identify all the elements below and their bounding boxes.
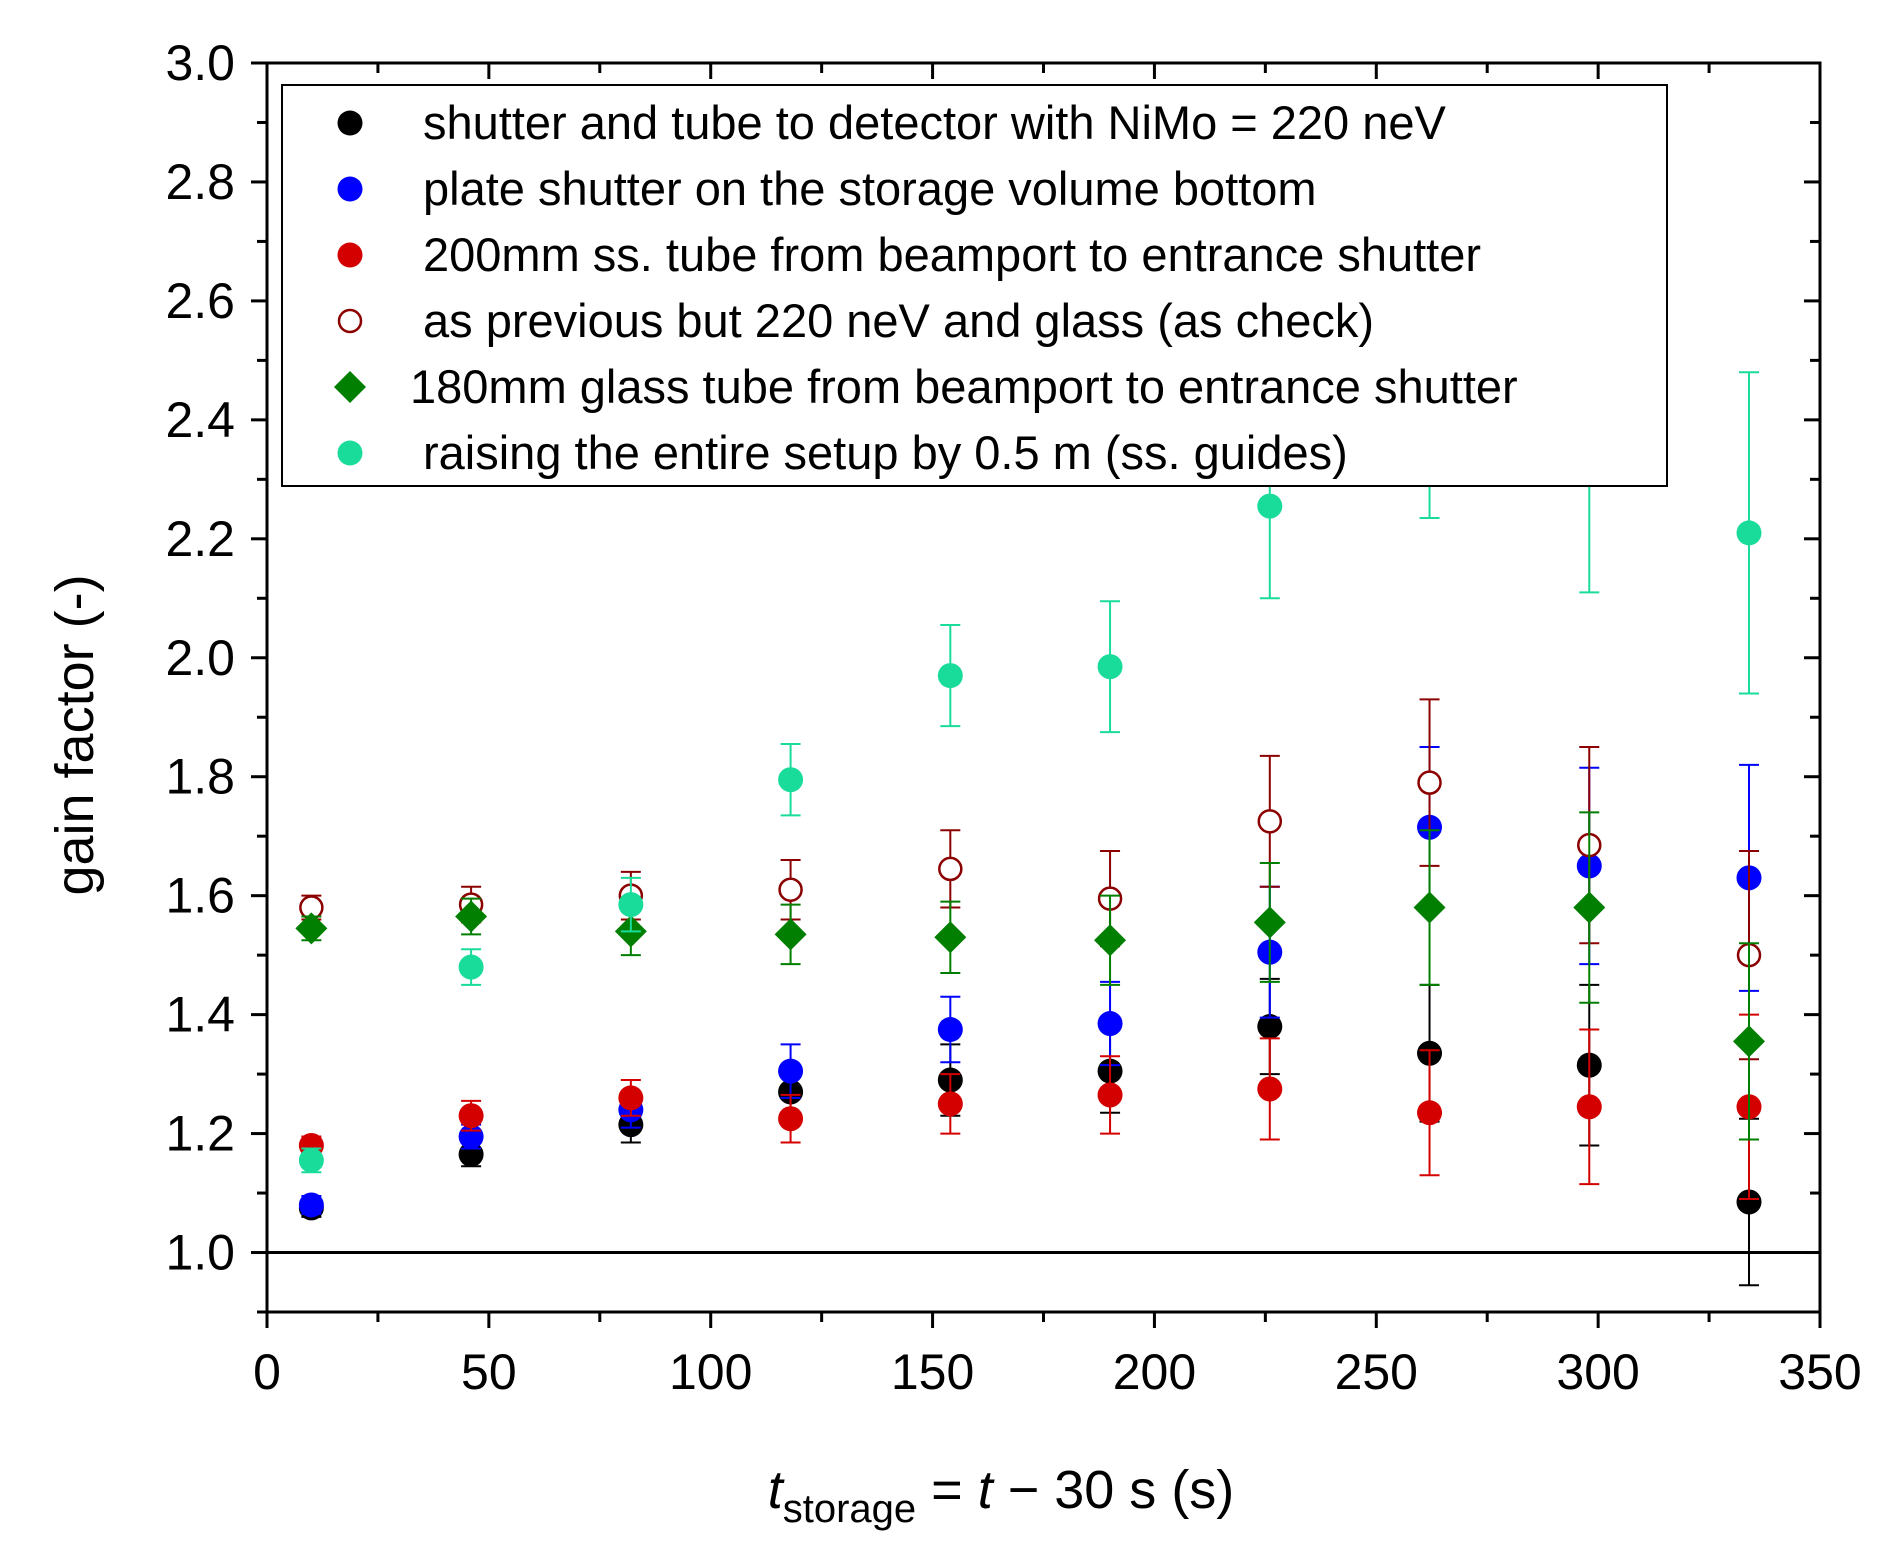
y-axis-title: gain factor (-) [45, 574, 105, 895]
y-tick-label: 1.4 [165, 987, 235, 1043]
data-point [774, 918, 807, 951]
y-tick-label: 3.0 [165, 35, 235, 91]
data-point [937, 1091, 963, 1117]
data-point [1413, 891, 1446, 924]
data-point [937, 1016, 963, 1042]
x-tick-label: 50 [461, 1344, 517, 1400]
legend-marker [337, 110, 363, 136]
y-tick-label: 1.6 [165, 868, 235, 924]
data-point [298, 1192, 324, 1218]
series-4 [295, 811, 1766, 1141]
data-point [1094, 924, 1127, 957]
x-tick-label: 200 [1113, 1344, 1196, 1400]
data-point [778, 877, 803, 902]
legend-marker [337, 308, 363, 334]
data-point [778, 767, 804, 793]
x-axis-title: tstorage = t − 30 s (s) [768, 1460, 1235, 1531]
data-point [1576, 1094, 1602, 1120]
legend-label: plate shutter on the storage volume bott… [423, 162, 1317, 215]
x-axis-title-t2: t [978, 1460, 995, 1520]
y-tick-label: 2.2 [165, 511, 235, 567]
data-point [1257, 493, 1283, 519]
data-point [458, 1103, 484, 1129]
data-point [938, 856, 963, 882]
axis-ticks: 0 50 100 150 200 250 300 350 1.0 1.2 1.4 1.6 1.8 2.0 2… [165, 35, 1861, 1400]
data-point [1417, 770, 1442, 795]
legend-box [281, 84, 1668, 487]
data-point [1257, 1014, 1283, 1040]
data-point [937, 663, 963, 689]
x-tick-label: 150 [891, 1344, 974, 1400]
x-axis-title-subscript: storage [783, 1487, 916, 1531]
data-point [1257, 809, 1283, 834]
data-point [1573, 891, 1606, 924]
x-tick-label: 0 [253, 1344, 281, 1400]
y-tick-label: 2.4 [165, 392, 235, 448]
legend-marker [337, 242, 363, 268]
y-tick-label: 2.0 [165, 630, 235, 686]
x-tick-label: 100 [669, 1344, 752, 1400]
legend-marker [337, 176, 363, 202]
y-tick-label: 2.8 [165, 154, 235, 210]
data-point [298, 1147, 324, 1173]
legend-marker [337, 440, 363, 466]
x-axis-title-tail: − 30 s (s) [993, 1460, 1235, 1520]
x-axis-title-equals: = [916, 1460, 978, 1520]
data-point [778, 1058, 804, 1084]
data-point [934, 921, 967, 954]
data-point [1736, 1189, 1762, 1215]
data-point [1417, 1100, 1443, 1126]
x-tick-label: 300 [1556, 1344, 1639, 1400]
data-point [295, 912, 328, 945]
legend-marker [334, 371, 366, 403]
data-point [778, 1106, 804, 1132]
y-tick-label: 1.0 [165, 1225, 235, 1281]
data-point [1097, 1011, 1123, 1037]
legend: shutter and tube to detector with NiMo =… [281, 84, 1668, 487]
data-point [1736, 520, 1762, 546]
legend-label: 200mm ss. tube from beamport to entrance… [423, 228, 1481, 281]
data-point [1257, 1076, 1283, 1102]
y-tick-label: 1.2 [165, 1106, 235, 1162]
x-tick-label: 250 [1335, 1344, 1418, 1400]
data-point [618, 892, 644, 918]
data-point [455, 900, 488, 933]
legend-label: raising the entire setup by 0.5 m (ss. g… [423, 426, 1348, 479]
x-axis-title-t: t [768, 1460, 785, 1520]
data-point [618, 1085, 644, 1111]
x-tick-label: 350 [1778, 1344, 1861, 1400]
legend-label: shutter and tube to detector with NiMo =… [423, 96, 1447, 149]
data-point [1097, 1082, 1123, 1108]
data-point [1253, 906, 1286, 939]
y-tick-label: 2.6 [165, 273, 235, 329]
legend-label: 180mm glass tube from beamport to entran… [410, 360, 1518, 413]
data-point [458, 954, 484, 980]
legend-label: as previous but 220 neV and glass (as ch… [423, 294, 1374, 347]
y-tick-label: 1.8 [165, 749, 235, 805]
data-point [1733, 1025, 1766, 1058]
data-point [1097, 654, 1123, 680]
